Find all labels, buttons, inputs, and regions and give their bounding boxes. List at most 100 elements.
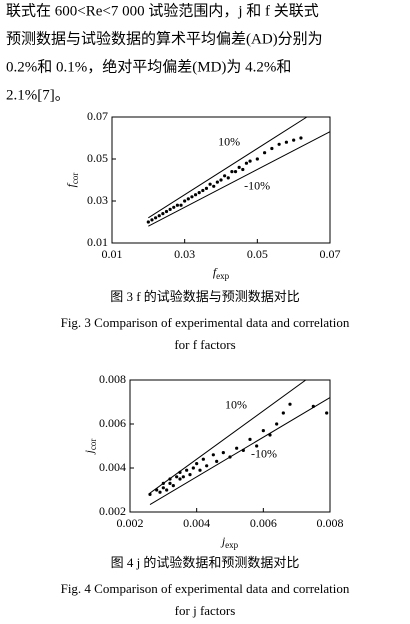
data-point (154, 216, 158, 220)
data-point (288, 402, 292, 406)
y-axis-label: jcor (82, 439, 98, 456)
data-point (325, 411, 329, 415)
reference-line (149, 397, 331, 505)
caption-en: Fig. 3 Comparison of experimental data a… (61, 315, 350, 330)
data-point (179, 203, 183, 207)
data-point (195, 462, 199, 466)
data-point (193, 193, 198, 197)
data-point (211, 453, 215, 457)
data-point (168, 481, 172, 485)
data-point (183, 199, 187, 203)
plot-frame (111, 116, 331, 244)
data-point (158, 490, 162, 494)
data-point (237, 165, 241, 169)
data-point (311, 404, 315, 408)
reference-label: 10% (225, 397, 247, 411)
caption-zh: 图 4 j 的试验数据和预测数据对比 (111, 555, 300, 570)
plot-frame (129, 379, 331, 513)
y-tick-label: 0.01 (87, 235, 108, 249)
x-tick-label: 0.002 (117, 516, 144, 530)
data-point (201, 188, 205, 193)
y-tick-label: 0.03 (87, 193, 108, 207)
data-point (191, 466, 195, 470)
data-point (244, 161, 249, 165)
caption-en: Fig. 4 Comparison of experimental data a… (61, 581, 350, 596)
data-point (172, 205, 176, 209)
data-point (175, 475, 179, 479)
data-point (188, 473, 192, 477)
x-tick-label: 0.004 (183, 516, 210, 530)
data-point (235, 446, 239, 450)
x-tick-label: 0.05 (247, 247, 268, 261)
data-point (270, 146, 274, 151)
data-point (228, 455, 232, 459)
x-axis-label: fexp (213, 265, 230, 281)
data-point (186, 197, 190, 201)
data-point (268, 433, 272, 437)
caption-zh: 图 3 f 的试验数据与预测数据对比 (110, 289, 300, 304)
data-point (281, 411, 285, 415)
data-point (248, 437, 252, 441)
y-tick-label: 0.07 (87, 109, 108, 123)
data-point (223, 174, 227, 178)
data-point (201, 457, 205, 461)
data-point (255, 157, 259, 161)
data-point (212, 184, 216, 188)
data-point (161, 212, 165, 216)
x-tick-label: 0.006 (250, 516, 277, 530)
reference-label: 10% (218, 135, 240, 149)
data-point (219, 178, 223, 182)
data-point (226, 176, 230, 180)
data-point (204, 186, 209, 190)
data-point (233, 170, 238, 174)
reference-line (148, 116, 308, 219)
caption-en: for f factors (174, 337, 235, 352)
x-axis-label-main: f (213, 265, 218, 279)
data-point (161, 481, 165, 485)
data-point (165, 488, 169, 492)
data-point (255, 444, 259, 448)
y-axis-label-main: f (64, 182, 78, 187)
x-tick-label: 0.01 (102, 247, 123, 261)
data-point (190, 195, 194, 199)
data-point (155, 488, 159, 492)
data-point (157, 214, 161, 218)
data-point (215, 459, 219, 463)
y-tick-label: 0.006 (99, 416, 126, 430)
x-tick-label: 0.07 (320, 247, 341, 261)
data-point (292, 138, 296, 142)
data-point (178, 477, 182, 481)
data-point (197, 191, 201, 195)
caption-en: for j factors (175, 603, 236, 618)
y-tick-label: 0.008 (99, 372, 126, 386)
x-axis-label-sub: exp (225, 540, 238, 550)
data-point (175, 203, 179, 207)
data-point (275, 422, 279, 426)
data-point (168, 207, 172, 211)
x-tick-label: 0.03 (174, 247, 195, 261)
paragraph-line: 2.1%[7]。 (6, 87, 70, 103)
y-axis-label-sub: cor (70, 173, 80, 185)
y-tick-label: 0.05 (87, 151, 108, 165)
data-point (148, 492, 152, 496)
data-point (241, 448, 245, 452)
data-point (168, 477, 172, 481)
data-point (299, 136, 303, 140)
data-point (164, 209, 169, 214)
y-tick-label: 0.004 (99, 460, 126, 474)
data-point (181, 475, 185, 479)
data-point (171, 484, 175, 488)
reference-line (148, 131, 331, 227)
data-point (198, 468, 202, 472)
y-axis-label-sub: cor (88, 439, 98, 451)
data-point (263, 151, 267, 155)
data-point (185, 468, 189, 472)
data-point (261, 429, 265, 433)
x-axis-label-sub: exp (216, 271, 229, 281)
y-axis-label-main: j (82, 449, 96, 455)
data-point (277, 142, 281, 146)
paragraph-line: 预测数据与试验数据的算术平均偏差(AD)分别为 (6, 29, 323, 47)
data-point (208, 182, 212, 186)
